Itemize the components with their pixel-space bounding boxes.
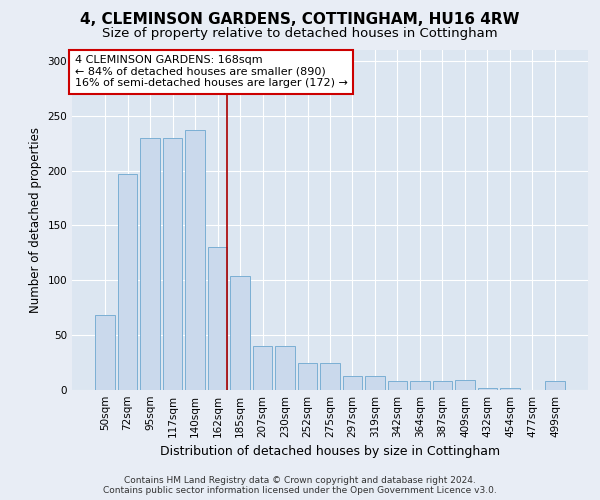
Bar bbox=[343, 376, 362, 390]
Bar bbox=[433, 381, 452, 390]
Bar bbox=[320, 362, 340, 390]
Bar bbox=[298, 362, 317, 390]
Bar bbox=[500, 388, 520, 390]
Text: Contains HM Land Registry data © Crown copyright and database right 2024.
Contai: Contains HM Land Registry data © Crown c… bbox=[103, 476, 497, 495]
Bar bbox=[545, 381, 565, 390]
Bar bbox=[455, 380, 475, 390]
Text: 4, CLEMINSON GARDENS, COTTINGHAM, HU16 4RW: 4, CLEMINSON GARDENS, COTTINGHAM, HU16 4… bbox=[80, 12, 520, 28]
Bar bbox=[185, 130, 205, 390]
Bar bbox=[95, 316, 115, 390]
Text: Size of property relative to detached houses in Cottingham: Size of property relative to detached ho… bbox=[102, 28, 498, 40]
Bar bbox=[163, 138, 182, 390]
Bar bbox=[275, 346, 295, 390]
Bar bbox=[410, 381, 430, 390]
Bar bbox=[140, 138, 160, 390]
Bar bbox=[365, 376, 385, 390]
Bar bbox=[208, 248, 227, 390]
Bar bbox=[388, 381, 407, 390]
Bar bbox=[230, 276, 250, 390]
Bar bbox=[253, 346, 272, 390]
Text: 4 CLEMINSON GARDENS: 168sqm
← 84% of detached houses are smaller (890)
16% of se: 4 CLEMINSON GARDENS: 168sqm ← 84% of det… bbox=[74, 55, 347, 88]
Y-axis label: Number of detached properties: Number of detached properties bbox=[29, 127, 42, 313]
Bar bbox=[118, 174, 137, 390]
X-axis label: Distribution of detached houses by size in Cottingham: Distribution of detached houses by size … bbox=[160, 446, 500, 458]
Bar bbox=[478, 388, 497, 390]
